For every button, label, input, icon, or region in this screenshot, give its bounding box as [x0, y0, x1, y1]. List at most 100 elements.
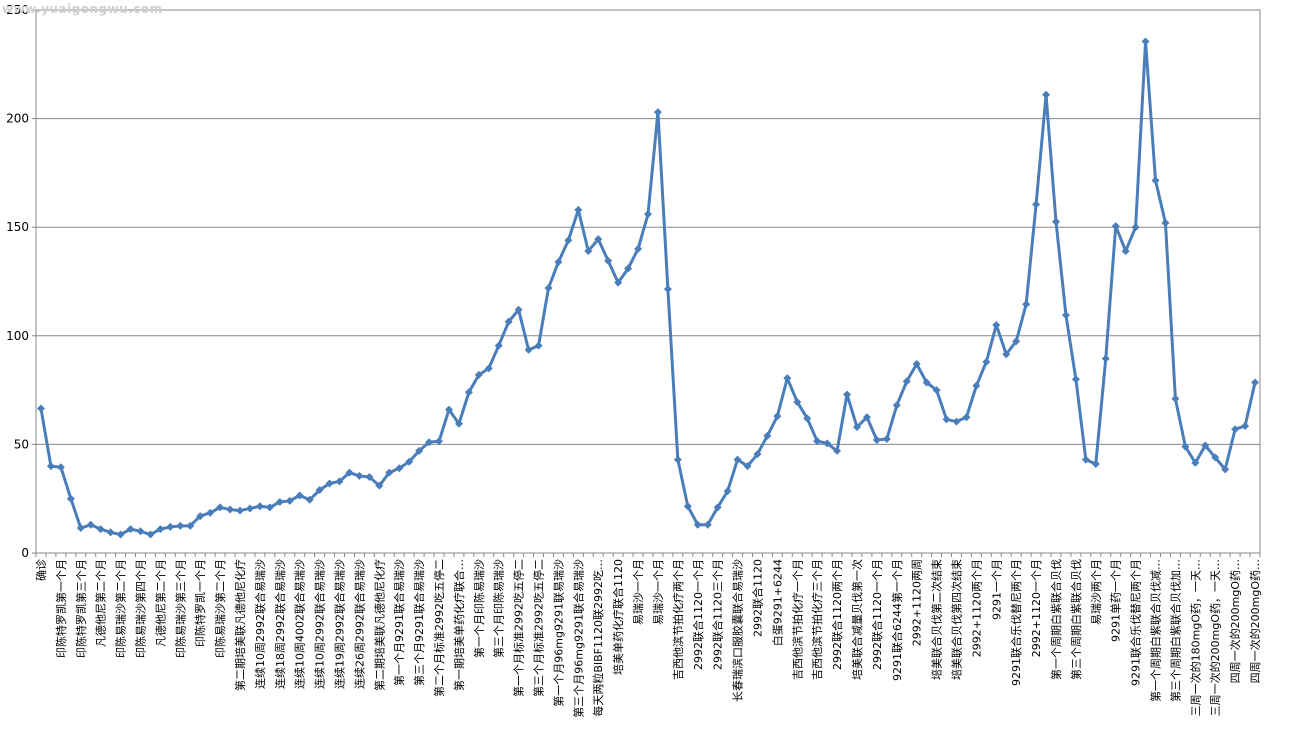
x-tick-label: 连续26周2992联合易瑞沙 [352, 559, 366, 689]
data-point [1131, 223, 1140, 232]
data-point [1091, 459, 1100, 468]
data-point [524, 345, 533, 354]
data-point [673, 455, 682, 464]
x-tick-label: 9291单药一个月 [1110, 559, 1123, 642]
x-tick-label: 培美联合贝伐第二次结束 [930, 559, 944, 680]
data-point [882, 434, 891, 443]
data-point [594, 235, 603, 244]
data-point [1071, 375, 1080, 384]
data-point [435, 437, 444, 446]
data-point [663, 285, 672, 294]
data-point [833, 446, 842, 455]
data-point [444, 405, 453, 414]
data-point [236, 506, 244, 515]
x-tick-label: 2992联合1120一个月 [870, 559, 884, 670]
data-point [1052, 217, 1060, 226]
x-tick-label: 印陈易瑞沙第二个月 [114, 559, 128, 658]
data-point [1161, 218, 1170, 227]
data-point [355, 471, 364, 480]
data-point [345, 468, 354, 477]
data-point [703, 520, 712, 529]
x-tick-label: 印陈特罗凯一个月 [193, 559, 207, 647]
data-point [454, 419, 463, 428]
data-point [325, 479, 334, 488]
data-point [335, 477, 344, 486]
data-point [604, 256, 613, 265]
data-point [365, 472, 374, 481]
data-point [1211, 453, 1220, 462]
data-point [395, 464, 404, 473]
data-point [1151, 176, 1160, 185]
x-tick-label: 易瑞沙两个月 [1089, 559, 1103, 625]
data-point [1221, 465, 1230, 474]
data-point [1042, 90, 1051, 99]
x-tick-label: 第三个周期白紫联合贝伐 [1069, 559, 1083, 680]
data-point [245, 504, 254, 513]
data-point [644, 210, 652, 219]
x-tick-label: 培美联合减量贝伐第一次 [850, 559, 864, 680]
data-point [892, 401, 901, 410]
data-point [932, 386, 941, 395]
watermark: www.yuaigongwu.com [2, 2, 163, 16]
x-tick-label: 第二个月标准2992吃五停二 [432, 559, 446, 697]
data-point [614, 278, 623, 287]
x-tick-label: 印陈易瑞沙第四个月 [133, 559, 147, 658]
data-point [56, 463, 65, 472]
y-tick-label: 150 [6, 220, 29, 234]
x-tick-label: 第一个周期白紫联合贝伐减… [1149, 559, 1163, 702]
y-axis: 0 50 100 150 200 250 [6, 3, 36, 560]
data-point [1012, 337, 1021, 346]
data-point [554, 257, 563, 266]
x-tick-label: 第二期培美联凡德他尼化疗 [233, 559, 247, 691]
y-tick-label: 50 [14, 437, 29, 451]
data-point [723, 487, 732, 496]
data-point [763, 431, 772, 440]
data-point [126, 525, 135, 534]
data-point [843, 390, 852, 399]
data-point [962, 413, 971, 422]
x-tick-label: 2992联合1120两个月 [830, 559, 844, 670]
data-point [136, 527, 145, 536]
data-point [106, 528, 115, 537]
data-point [405, 457, 414, 466]
x-tick-label: 吉西他滨节拍化疗一个月 [790, 559, 804, 680]
data-point [803, 414, 812, 423]
data-point [206, 508, 215, 517]
data-point [713, 503, 722, 512]
data-point [574, 205, 583, 214]
x-tick-label: 凡德他尼第二个月 [94, 559, 108, 647]
y-tick-label: 200 [6, 112, 29, 126]
x-tick-label: 吉西他滨节拍化疗三个月 [810, 559, 824, 680]
x-tick-label: 2992联合1120一个月 [691, 559, 705, 670]
x-tick-label: 2992+1120两周 [911, 559, 924, 646]
x-tick-label: 第一个月标准2992吃五停二 [512, 559, 526, 697]
x-tick-label: 第一期培美单药化疗联合… [452, 559, 466, 691]
data-point [1251, 378, 1260, 387]
x-tick-label: 印陈特罗凯第一个月 [54, 559, 68, 658]
data-point [972, 381, 981, 390]
data-point [683, 502, 692, 511]
data-point [385, 468, 394, 477]
data-point [992, 320, 1001, 329]
data-point [186, 521, 195, 530]
data-point [1061, 311, 1070, 320]
data-point [156, 525, 165, 534]
x-tick-label: 三周一次的200mgO药，一天… [1208, 559, 1222, 716]
x-tick-label: 第三个月9291联合易瑞沙 [412, 559, 426, 686]
data-point [1231, 425, 1240, 434]
data-point [514, 305, 523, 314]
x-tick-label: 9291联合乐伐替尼两个月 [1129, 559, 1143, 686]
data-point [1201, 441, 1210, 450]
x-tick-label: 培美联合贝伐第四次结束 [949, 559, 963, 680]
data-point [464, 388, 473, 397]
data-point [693, 520, 702, 529]
data-point [295, 491, 304, 500]
data-point [146, 530, 155, 539]
x-tick-label: 第三个月96mg9291联合易瑞沙 [571, 559, 585, 718]
data-point [1032, 200, 1041, 209]
x-tick-label: 9291联合乐伐替尼两个月 [1009, 559, 1023, 686]
data-point [36, 404, 45, 413]
plot-area [35, 9, 1261, 554]
